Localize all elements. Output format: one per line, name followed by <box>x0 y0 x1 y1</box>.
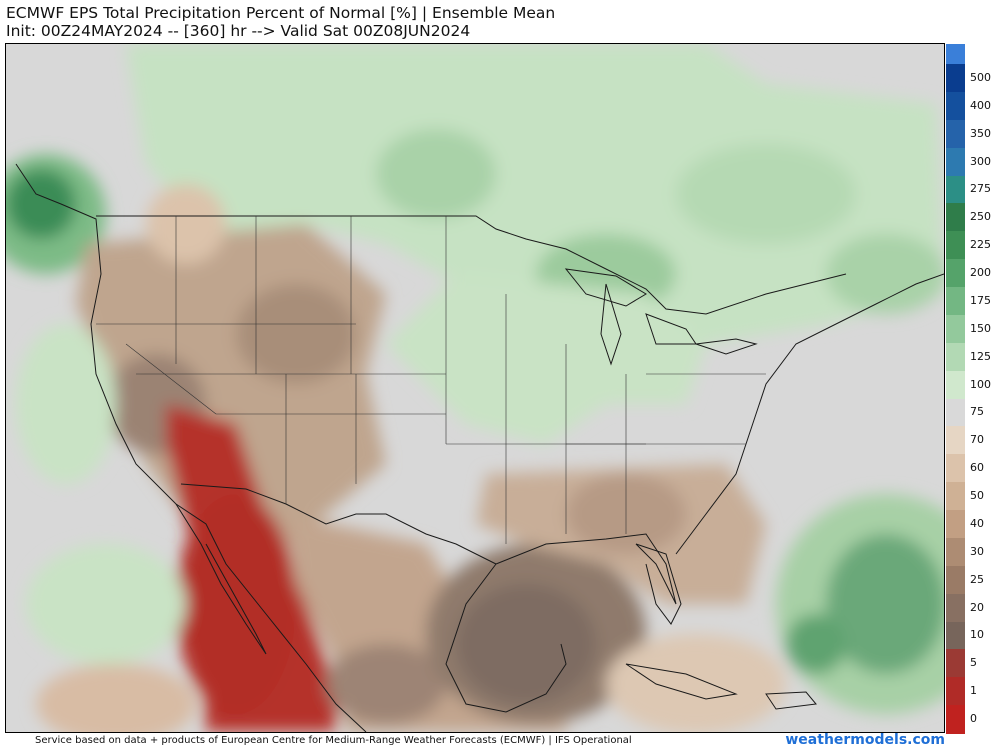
legend-tick-label: 0 <box>970 712 977 726</box>
legend-swatch <box>946 677 965 706</box>
legend-swatch <box>946 510 965 539</box>
legend-tick-label: 150 <box>970 321 991 335</box>
precip-field <box>6 44 944 732</box>
brand-link[interactable]: weathermodels.com <box>785 732 945 748</box>
state-lines <box>96 216 766 544</box>
legend-swatch <box>946 175 965 204</box>
legend-tick-label: 30 <box>970 544 984 558</box>
legend-swatch <box>946 621 965 650</box>
legend-swatch <box>946 119 965 149</box>
legend-tick-label: 500 <box>970 70 991 84</box>
legend-tick-label: 300 <box>970 154 991 168</box>
color-legend: 500 400 350 300 275 250 225 200 175 150 125 100 75 70… <box>946 44 1000 734</box>
precipitation-map <box>5 43 945 733</box>
legend-swatch <box>946 565 965 595</box>
legend-swatch <box>946 537 965 567</box>
legend-swatch <box>946 91 965 121</box>
legend-tick-label: 70 <box>970 433 984 447</box>
legend-tick-label: 5 <box>970 656 977 670</box>
legend-swatch <box>946 259 965 288</box>
legend-swatch <box>946 482 965 511</box>
legend-tick-label: 60 <box>970 461 984 475</box>
legend-swatch <box>946 147 965 176</box>
legend-tick-label: 50 <box>970 489 984 503</box>
legend-swatch <box>946 426 965 455</box>
legend-swatch <box>946 370 965 399</box>
legend-swatch <box>946 454 965 483</box>
legend-swatch <box>946 593 965 622</box>
legend-tick-label: 25 <box>970 572 984 586</box>
legend-tick-label: 10 <box>970 628 984 642</box>
legend-tick-label: 20 <box>970 600 984 614</box>
legend-swatch <box>946 398 965 427</box>
map-subtitle: Init: 00Z24MAY2024 -- [360] hr --> Valid… <box>6 22 471 40</box>
legend-tick-label: 225 <box>970 238 991 252</box>
legend-tick-label: 275 <box>970 182 991 196</box>
legend-cap <box>946 44 965 64</box>
legend-swatch <box>946 287 965 316</box>
legend-swatch <box>946 231 965 260</box>
legend-swatch <box>946 314 965 344</box>
legend-swatch <box>946 649 965 678</box>
boundaries <box>15 163 944 732</box>
map-title: ECMWF EPS Total Precipitation Percent of… <box>6 4 556 22</box>
legend-tick-label: 100 <box>970 377 991 391</box>
legend-swatch <box>946 64 965 93</box>
legend-swatch <box>946 203 965 232</box>
legend-tick-label: 175 <box>970 293 991 307</box>
legend-tick-label: 125 <box>970 349 991 363</box>
legend-tick-label: 40 <box>970 516 984 530</box>
legend-tick-label: 75 <box>970 405 984 419</box>
legend-swatch <box>946 705 965 734</box>
legend-tick-label: 400 <box>970 98 991 112</box>
legend-tick-label: 250 <box>970 210 991 224</box>
footer-credit: Service based on data + products of Euro… <box>35 735 632 746</box>
legend-tick-label: 350 <box>970 126 991 140</box>
legend-swatch <box>946 342 965 372</box>
legend-tick-label: 1 <box>970 684 977 698</box>
legend-tick-label: 200 <box>970 266 991 280</box>
